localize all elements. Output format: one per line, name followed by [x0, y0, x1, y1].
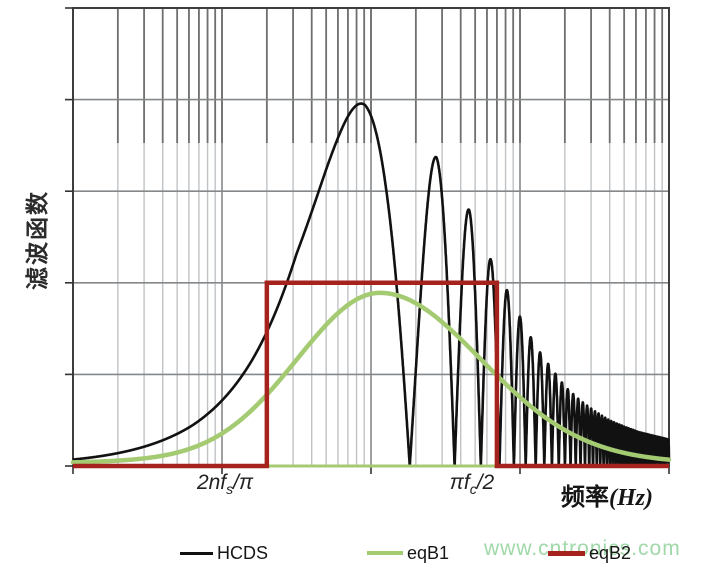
tick1-sub: s [226, 481, 234, 498]
watermark: www.cntronics.com [484, 537, 681, 560]
tick1-prefix: 2nf [196, 471, 227, 494]
y-axis-label: 滤波函数 [24, 190, 50, 290]
x-tick-label-2nfs-pi: 2nfs/π [160, 471, 290, 497]
legend-line-hcds [180, 551, 213, 555]
x-axis-label: 频率(Hz) [561, 477, 701, 512]
x-axis-label-main: 频率 [561, 484, 609, 511]
legend-line-eqb1 [367, 551, 403, 555]
tick2-sub: c [469, 481, 477, 498]
tick2-prefix: πf [449, 471, 470, 494]
x-tick-label-pifc-2: πfc/2 [407, 471, 537, 497]
hcds-curve [71, 102, 671, 468]
eqb2-curve [73, 280, 669, 469]
legend-line-eqb2 [548, 550, 585, 556]
tick1-suffix: /π [233, 471, 254, 494]
legend-label-hcds: HCDS [217, 543, 269, 563]
x-axis-label-unit: (Hz) [609, 485, 653, 511]
eqb1-curve [70, 290, 672, 465]
tick2-suffix: /2 [476, 471, 495, 494]
legend-label-eqb2: eqB2 [589, 543, 632, 563]
legend-label-eqb1: eqB1 [407, 543, 450, 563]
